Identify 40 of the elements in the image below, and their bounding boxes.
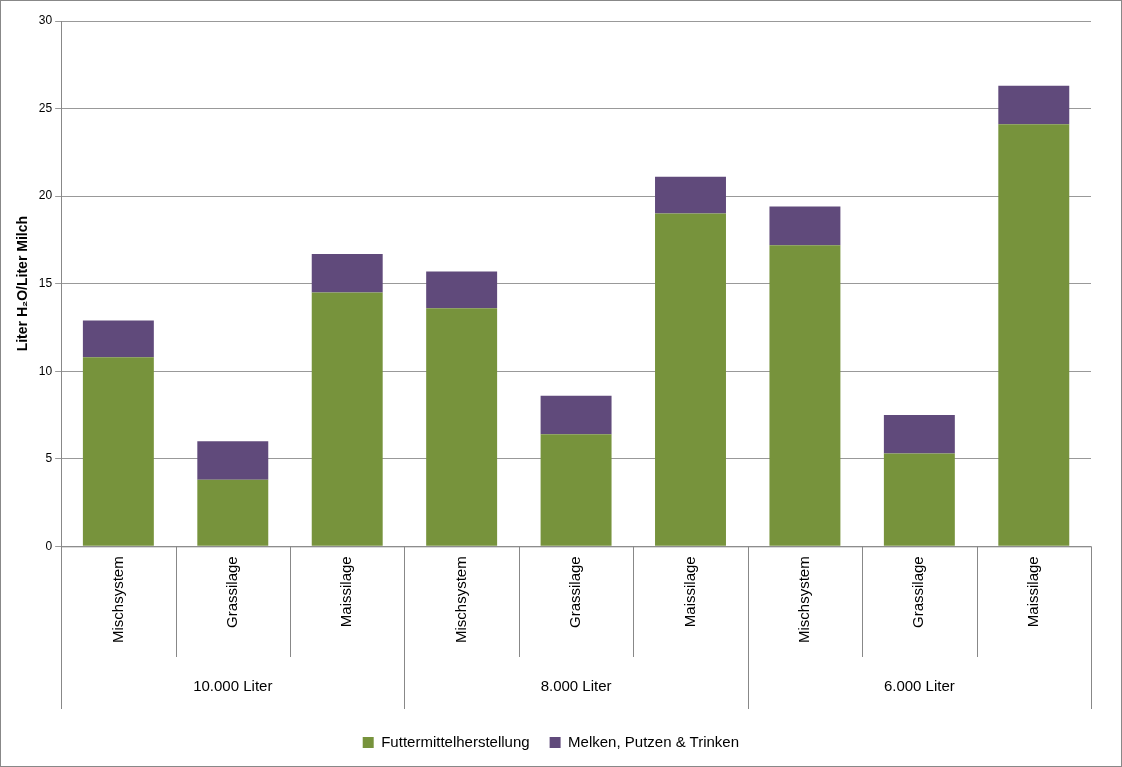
legend-label: Futtermittelherstellung xyxy=(381,732,530,750)
x-tick-label: Maissilage xyxy=(680,556,698,628)
bar xyxy=(883,453,955,546)
x-tick-label: Mischsystem xyxy=(451,556,469,644)
x-tick-label: Mischsystem xyxy=(795,556,813,644)
bar xyxy=(883,414,955,454)
x-tick-label: Grassilage xyxy=(566,556,584,629)
bar xyxy=(82,320,154,358)
x-tick-label: Mischsystem xyxy=(108,556,126,644)
x-tick-label: Maissilage xyxy=(1023,556,1041,628)
bar xyxy=(311,253,383,293)
bar xyxy=(311,292,383,546)
bar xyxy=(998,85,1070,125)
y-tick-label: 10 xyxy=(38,363,53,378)
y-tick-label: 0 xyxy=(45,538,53,553)
bar xyxy=(655,213,726,546)
text: 10.000 Liter xyxy=(193,677,273,695)
bar xyxy=(998,124,1070,546)
bar xyxy=(197,441,269,480)
text: 8.000 Liter xyxy=(540,677,612,695)
y-axis-title: Liter H₂O/Liter Milch xyxy=(14,215,31,352)
bar xyxy=(82,357,154,546)
text: 6.000 Liter xyxy=(883,677,955,695)
bar xyxy=(540,434,612,546)
bar xyxy=(426,271,498,309)
x-tick-label: Grassilage xyxy=(909,556,927,629)
bar xyxy=(426,308,498,546)
y-tick-label: 30 xyxy=(38,13,53,28)
bar xyxy=(197,479,269,546)
x-tick-label: Maissilage xyxy=(337,556,355,628)
bar xyxy=(540,395,612,435)
bar xyxy=(655,176,726,214)
y-tick-label: 25 xyxy=(38,100,53,115)
y-tick-label: 5 xyxy=(45,451,53,466)
legend-label: Melken, Putzen & Trinken xyxy=(568,732,740,750)
x-tick-label: Grassilage xyxy=(222,556,240,629)
bar xyxy=(769,206,841,246)
y-tick-label: 20 xyxy=(38,188,53,203)
y-tick-label: 15 xyxy=(38,275,53,290)
bar xyxy=(769,245,841,546)
